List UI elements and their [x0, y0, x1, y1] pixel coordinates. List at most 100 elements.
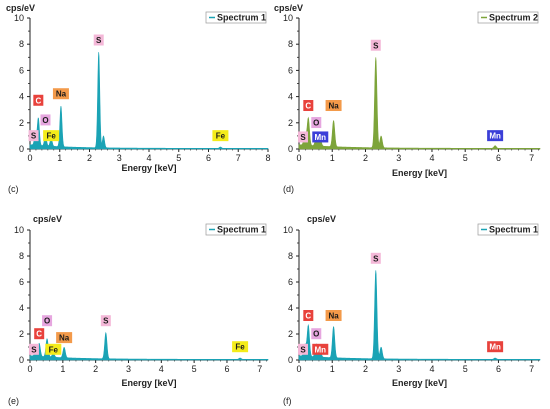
x-tick-label: 1 — [60, 364, 65, 374]
element-label: S — [373, 41, 379, 50]
y-tick-label: 2 — [288, 118, 293, 128]
element-label: S — [96, 36, 102, 45]
element-label: S — [31, 132, 37, 141]
element-label: S — [373, 254, 379, 263]
element-label-box — [212, 130, 229, 142]
element-label-box — [370, 252, 381, 264]
x-tick-label: 4 — [429, 153, 434, 163]
x-tick-label: 0 — [296, 153, 301, 163]
y-tick-label: 4 — [19, 303, 24, 313]
element-label-box — [297, 343, 308, 355]
x-tick-label: 2 — [87, 153, 92, 163]
y-tick-label: 8 — [288, 39, 293, 49]
x-tick-label: 5 — [463, 364, 468, 374]
spectrum-area — [298, 57, 541, 150]
element-label-box — [34, 328, 45, 340]
element-label-box — [297, 131, 308, 143]
legend-box — [477, 223, 539, 236]
element-label-box — [370, 39, 381, 51]
element-label: C — [36, 330, 42, 339]
element-label: Na — [56, 90, 67, 99]
x-tick-label: 0 — [296, 364, 301, 374]
y-tick-label: 0 — [288, 355, 293, 365]
panel-label: (f) — [283, 396, 292, 406]
element-label: S — [31, 345, 37, 354]
x-tick-label: 4 — [159, 364, 164, 374]
x-tick-label: 6 — [496, 364, 501, 374]
element-label-box — [232, 341, 249, 353]
element-label-box — [100, 315, 111, 327]
y-unit-label: cps/eV — [6, 3, 35, 13]
y-tick-label: 10 — [283, 225, 293, 235]
panel-label: (e) — [8, 396, 19, 406]
element-label: Mn — [314, 133, 326, 142]
element-label-box — [311, 117, 322, 129]
element-label-box — [325, 100, 342, 112]
legend-box — [205, 11, 267, 24]
x-tick-label: 4 — [146, 153, 151, 163]
element-label-box — [40, 114, 51, 126]
y-unit-label: cps/eV — [33, 214, 62, 224]
x-tick-label: 3 — [396, 153, 401, 163]
x-tick-label: 6 — [496, 153, 501, 163]
x-tick-label: 3 — [117, 153, 122, 163]
y-tick-label: 0 — [19, 355, 24, 365]
x-tick-label: 2 — [93, 364, 98, 374]
element-label: Fe — [49, 345, 59, 354]
x-tick-label: 2 — [363, 364, 368, 374]
y-tick-label: 4 — [288, 303, 293, 313]
element-label-box — [52, 88, 69, 100]
spectrum-area — [29, 52, 269, 150]
element-label: C — [305, 312, 311, 321]
y-tick-label: 2 — [288, 329, 293, 339]
y-tick-label: 4 — [288, 92, 293, 102]
legend-label: Spectrum 2 — [489, 13, 538, 23]
y-tick-label: 2 — [19, 118, 24, 128]
element-label-box — [303, 310, 314, 321]
element-label-box — [487, 341, 504, 353]
element-label: Na — [59, 334, 70, 343]
element-label: O — [313, 330, 319, 339]
element-label: Fe — [235, 343, 245, 352]
legend-box — [477, 11, 539, 24]
element-label-box — [93, 34, 104, 46]
y-tick-label: 10 — [14, 13, 24, 23]
element-label-box — [487, 130, 504, 142]
element-label: Mn — [489, 343, 501, 352]
x-tick-label: 8 — [265, 153, 270, 163]
y-tick-label: 4 — [19, 92, 24, 102]
x-axis-label: Energy [keV] — [121, 163, 176, 173]
x-axis-label: Energy [keV] — [121, 378, 176, 388]
y-tick-label: 0 — [19, 144, 24, 154]
y-tick-label: 0 — [288, 144, 293, 154]
legend-label: Spectrum 1 — [217, 225, 266, 235]
y-tick-label: 8 — [288, 251, 293, 261]
x-tick-label: 1 — [330, 364, 335, 374]
element-label-box — [42, 315, 53, 327]
element-label-box — [303, 100, 314, 112]
x-axis-label: Energy [keV] — [392, 168, 447, 178]
element-label: C — [35, 96, 41, 105]
element-label: Na — [328, 102, 339, 111]
element-label-box — [312, 131, 329, 143]
x-tick-label: 3 — [126, 364, 131, 374]
y-unit-label: cps/eV — [307, 214, 336, 224]
y-tick-label: 10 — [283, 13, 293, 23]
legend-label: Spectrum 1 — [217, 13, 266, 23]
element-label-box — [56, 332, 73, 344]
element-label: S — [300, 133, 306, 142]
element-label: O — [44, 317, 50, 326]
element-label: S — [300, 345, 306, 354]
spectrum-area — [29, 331, 269, 361]
x-tick-label: 7 — [529, 364, 534, 374]
element-label: C — [305, 102, 311, 111]
x-tick-label: 6 — [206, 153, 211, 163]
element-label-box — [45, 343, 62, 355]
element-label: Fe — [46, 132, 56, 141]
y-tick-label: 6 — [288, 277, 293, 287]
legend-label: Spectrum 1 — [489, 225, 538, 235]
element-label: O — [313, 119, 319, 128]
element-label-box — [43, 130, 60, 142]
